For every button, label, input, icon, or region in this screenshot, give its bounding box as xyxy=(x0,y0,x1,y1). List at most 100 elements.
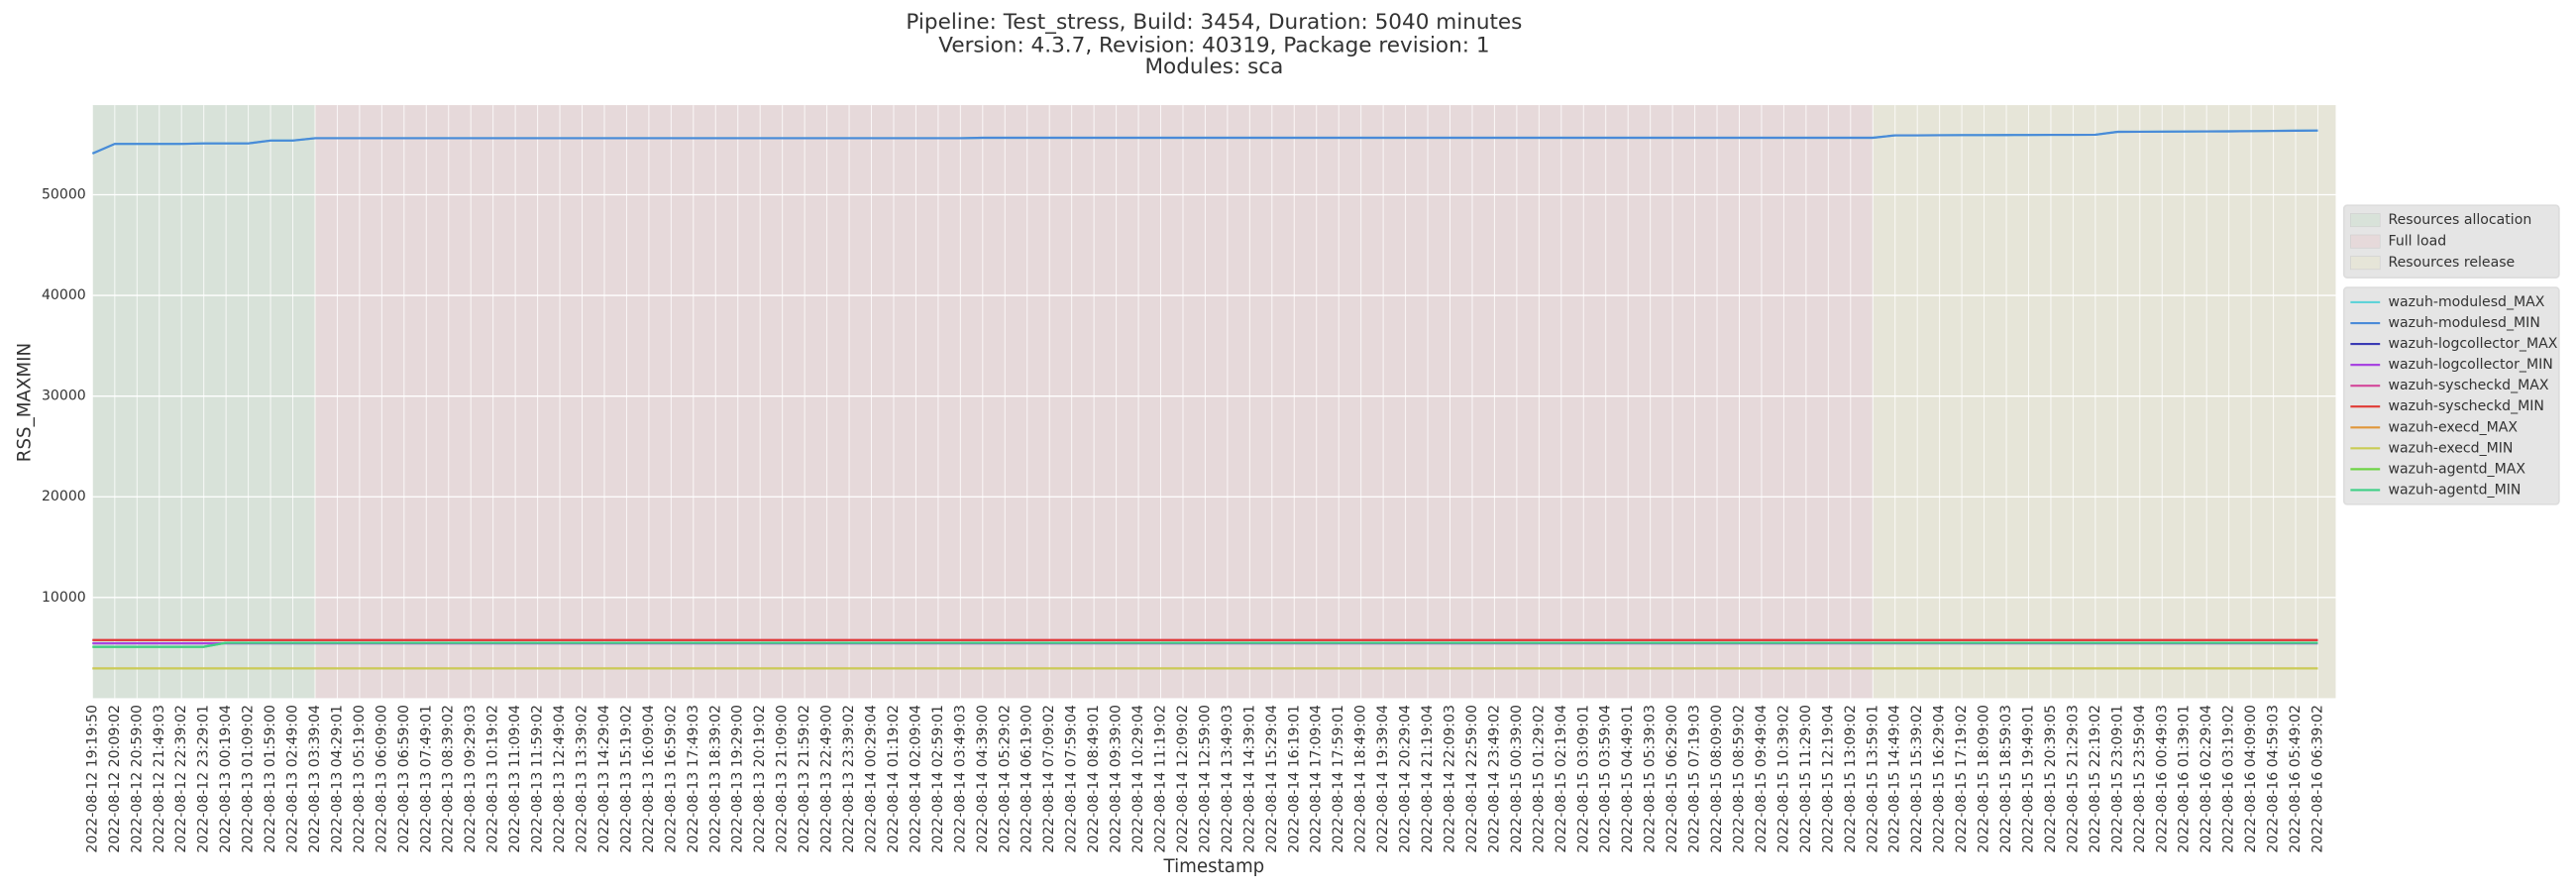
x-tick-label: 2022-08-16 03:19:02 xyxy=(2221,705,2237,853)
x-tick-label: 2022-08-13 05:19:00 xyxy=(352,705,368,853)
x-tick-label: 2022-08-14 11:19:02 xyxy=(1153,705,1169,853)
x-tick-label: 2022-08-13 23:39:02 xyxy=(841,705,857,853)
x-tick-label: 2022-08-14 02:09:04 xyxy=(908,705,923,853)
y-tick-label: 40000 xyxy=(42,287,86,303)
legend-label: wazuh-syscheckd_MIN xyxy=(2388,398,2543,414)
x-tick-label: 2022-08-15 13:09:02 xyxy=(1843,705,1859,853)
x-tick-label: 2022-08-14 12:09:02 xyxy=(1175,705,1191,853)
x-tick-label: 2022-08-14 19:39:04 xyxy=(1375,705,1391,853)
x-tick-label: 2022-08-13 17:49:03 xyxy=(686,705,701,853)
x-tick-label: 2022-08-14 12:59:00 xyxy=(1197,705,1213,853)
x-tick-label: 2022-08-13 20:19:02 xyxy=(752,705,768,853)
x-tick-label: 2022-08-12 19:19:50 xyxy=(84,705,100,853)
x-tick-label: 2022-08-14 21:19:04 xyxy=(1420,705,1436,853)
legend-label: Full load xyxy=(2388,234,2446,250)
x-tick-label: 2022-08-15 20:39:05 xyxy=(2043,705,2059,853)
series-line xyxy=(91,129,2318,155)
x-tick-label: 2022-08-15 22:19:02 xyxy=(2088,705,2103,853)
x-tick-label: 2022-08-15 09:49:04 xyxy=(1754,705,1770,853)
x-tick-label: 2022-08-13 08:39:02 xyxy=(441,705,457,853)
x-tick-label: 2022-08-15 03:59:04 xyxy=(1598,705,1614,853)
legend-label: wazuh-syscheckd_MAX xyxy=(2388,378,2548,393)
x-tick-label: 2022-08-13 11:09:04 xyxy=(507,705,523,853)
x-tick-label: 2022-08-13 01:59:00 xyxy=(263,705,278,853)
x-tick-label: 2022-08-15 12:19:04 xyxy=(1820,705,1836,853)
x-tick-label: 2022-08-13 09:29:03 xyxy=(463,705,479,853)
y-tick-label: 30000 xyxy=(42,389,86,404)
x-tick-label: 2022-08-16 05:49:02 xyxy=(2288,705,2304,853)
x-tick-label: 2022-08-14 04:39:00 xyxy=(975,705,991,853)
x-tick-label: 2022-08-15 04:49:01 xyxy=(1620,705,1636,853)
x-tick-label: 2022-08-13 12:49:04 xyxy=(552,705,568,853)
x-tick-label: 2022-08-14 07:59:04 xyxy=(1064,705,1080,853)
legend-label: wazuh-execd_MIN xyxy=(2388,440,2513,456)
x-tick-label: 2022-08-13 06:59:00 xyxy=(396,705,412,853)
legend-swatch xyxy=(2350,234,2381,249)
x-tick-label: 2022-08-15 16:29:04 xyxy=(1932,705,1948,853)
legend-label: wazuh-modulesd_MAX xyxy=(2388,294,2544,310)
x-tick-label: 2022-08-13 14:29:04 xyxy=(596,705,612,853)
x-axis-label: Timestamp xyxy=(1163,856,1265,877)
x-tick-label: 2022-08-14 16:19:01 xyxy=(1286,705,1302,853)
x-tick-label: 2022-08-15 18:59:03 xyxy=(1998,705,2014,853)
y-tick-label: 10000 xyxy=(42,590,86,606)
legend-swatch xyxy=(2350,213,2381,228)
x-tick-label: 2022-08-13 15:19:02 xyxy=(618,705,634,853)
x-tick-label: 2022-08-14 09:39:00 xyxy=(1109,705,1125,853)
x-tick-label: 2022-08-14 15:29:04 xyxy=(1264,705,1280,853)
x-tick-label: 2022-08-13 06:09:00 xyxy=(374,705,389,853)
legend-label: Resources release xyxy=(2388,255,2515,271)
x-tick-label: 2022-08-16 04:59:03 xyxy=(2266,705,2282,853)
x-tick-label: 2022-08-15 01:29:02 xyxy=(1531,705,1547,853)
x-tick-label: 2022-08-14 18:49:00 xyxy=(1353,705,1369,853)
x-tick-label: 2022-08-13 01:09:02 xyxy=(241,705,257,853)
x-tick-label: 2022-08-13 03:39:04 xyxy=(307,705,323,853)
x-tick-label: 2022-08-15 14:49:04 xyxy=(1887,705,1903,853)
legend-label: Resources allocation xyxy=(2388,212,2531,228)
series-line xyxy=(92,641,2318,648)
x-tick-label: 2022-08-12 20:59:00 xyxy=(129,705,145,853)
x-tick-label: 2022-08-14 22:59:00 xyxy=(1464,705,1480,853)
x-tick-label: 2022-08-13 19:29:00 xyxy=(730,705,746,853)
legend-box xyxy=(2342,204,2560,279)
x-tick-label: 2022-08-16 00:49:03 xyxy=(2154,705,2170,853)
x-tick-label: 2022-08-14 20:29:04 xyxy=(1398,705,1414,853)
x-tick-label: 2022-08-15 18:09:00 xyxy=(1977,705,1992,853)
x-tick-label: 2022-08-13 10:19:02 xyxy=(485,705,501,853)
chart-title: Version: 4.3.7, Revision: 40319, Package… xyxy=(938,33,1489,57)
x-tick-label: 2022-08-13 21:09:00 xyxy=(775,705,791,853)
x-tick-label: 2022-08-15 06:29:00 xyxy=(1664,705,1680,853)
x-tick-label: 2022-08-13 04:29:01 xyxy=(329,705,345,853)
x-tick-label: 2022-08-13 07:49:01 xyxy=(418,705,434,853)
x-tick-label: 2022-08-15 03:09:01 xyxy=(1575,705,1591,853)
x-tick-label: 2022-08-14 23:49:02 xyxy=(1486,705,1502,853)
x-tick-label: 2022-08-14 14:39:01 xyxy=(1241,705,1257,853)
y-tick-label: 20000 xyxy=(42,489,86,504)
x-tick-label: 2022-08-12 21:49:03 xyxy=(152,705,167,853)
phase-span xyxy=(1873,105,2336,699)
x-tick-label: 2022-08-14 06:19:00 xyxy=(1020,705,1035,853)
x-tick-label: 2022-08-14 17:59:01 xyxy=(1331,705,1346,853)
x-tick-label: 2022-08-15 10:39:02 xyxy=(1775,705,1791,853)
x-tick-label: 2022-08-12 22:39:02 xyxy=(173,705,189,853)
x-tick-label: 2022-08-14 08:49:01 xyxy=(1086,705,1102,853)
x-tick-label: 2022-08-13 11:59:02 xyxy=(530,705,546,853)
y-axis-label: RSS_MAXMIN xyxy=(14,343,35,462)
x-tick-label: 2022-08-15 21:29:03 xyxy=(2065,705,2081,853)
x-tick-label: 2022-08-14 13:49:03 xyxy=(1220,705,1235,853)
x-tick-label: 2022-08-15 08:09:00 xyxy=(1709,705,1725,853)
x-tick-label: 2022-08-15 02:19:04 xyxy=(1554,705,1569,853)
legend-label: wazuh-agentd_MIN xyxy=(2388,482,2521,498)
x-tick-label: 2022-08-14 22:09:03 xyxy=(1443,705,1458,853)
x-tick-label: 2022-08-15 11:29:00 xyxy=(1798,705,1814,853)
series-legend: wazuh-modulesd_MAX wazuh-modulesd_MINwazu… xyxy=(2342,286,2560,505)
x-tick-label: 2022-08-15 13:59:01 xyxy=(1865,705,1880,853)
x-tick-label: 2022-08-15 08:59:02 xyxy=(1731,705,1747,853)
x-tick-label: 2022-08-14 10:29:04 xyxy=(1130,705,1146,853)
x-tick-label: 2022-08-15 17:19:02 xyxy=(1954,705,1970,853)
x-tick-label: 2022-08-15 00:39:00 xyxy=(1509,705,1525,853)
x-tick-label: 2022-08-13 00:19:04 xyxy=(218,705,234,853)
x-tick-label: 2022-08-14 03:49:03 xyxy=(952,705,968,853)
